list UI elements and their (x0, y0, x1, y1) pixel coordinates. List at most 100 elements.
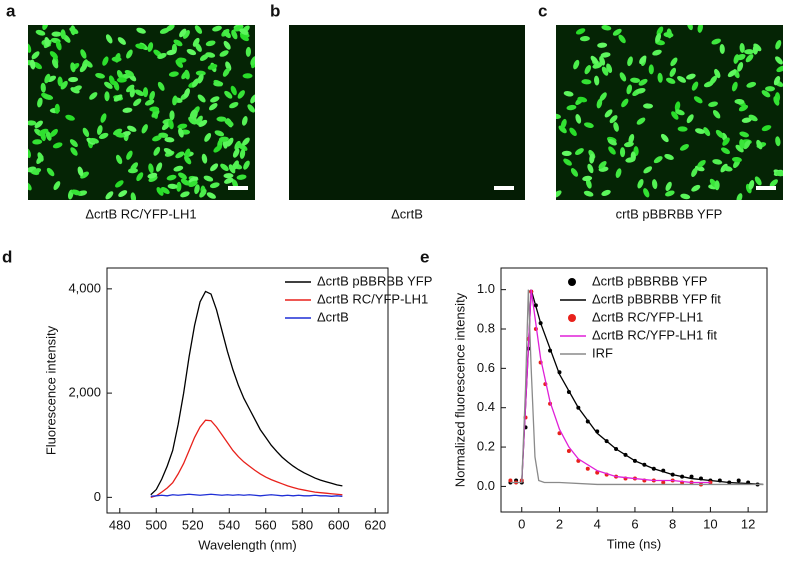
cell (575, 114, 582, 124)
cell (754, 176, 762, 186)
cell (117, 37, 126, 45)
legend-label: IRF (592, 345, 613, 360)
cell (191, 78, 199, 88)
cell (686, 73, 696, 80)
cell (731, 81, 738, 92)
cell (55, 40, 62, 51)
cell (159, 28, 170, 34)
cell (176, 181, 182, 192)
cell (89, 92, 98, 100)
cell (612, 28, 622, 36)
cell (218, 136, 229, 142)
cell (643, 103, 654, 109)
cell (201, 153, 208, 164)
cell (98, 132, 109, 140)
cell (53, 181, 61, 191)
cell (188, 176, 199, 184)
x-axis-label: Time (ns) (607, 536, 661, 551)
cell (173, 165, 184, 172)
cell (148, 163, 154, 174)
legend-label: ΔcrtB RC/YFP-LH1 fit (592, 327, 717, 342)
cell (680, 193, 691, 200)
cell (173, 39, 183, 47)
cell (714, 180, 720, 191)
cell (573, 59, 580, 70)
cell (250, 94, 255, 104)
cell (583, 122, 594, 128)
cell (180, 191, 190, 198)
data-point (585, 466, 590, 471)
cell (35, 29, 46, 36)
cell (776, 65, 783, 73)
x-tick-label: 600 (328, 517, 350, 532)
cell (599, 92, 607, 101)
cell (205, 40, 216, 47)
cell (28, 43, 32, 53)
scale-bar (494, 186, 514, 190)
cell (232, 148, 240, 158)
cell (160, 186, 170, 195)
cell (691, 81, 699, 91)
cell (226, 137, 234, 147)
cell (126, 150, 133, 160)
cell (42, 25, 49, 31)
cell (712, 109, 721, 119)
cell (597, 42, 608, 48)
cell (126, 84, 135, 93)
cell (127, 168, 138, 174)
cell (38, 128, 49, 135)
cell (52, 142, 63, 149)
cell (590, 55, 599, 65)
cell (197, 74, 204, 84)
cell (594, 75, 600, 86)
data-point (508, 478, 513, 483)
cell (224, 119, 234, 127)
legend-marker (568, 278, 576, 286)
cell (570, 168, 579, 177)
cell (242, 73, 253, 79)
cell (596, 98, 603, 109)
x-tick-label: 8 (669, 516, 676, 531)
panel-letter: d (2, 247, 12, 266)
cell (37, 152, 44, 162)
x-tick-label: 6 (631, 516, 638, 531)
cell (709, 75, 718, 85)
y-tick-label: 0.6 (477, 360, 495, 375)
cells (556, 25, 783, 200)
plot-frame (106, 267, 389, 514)
cell (695, 128, 705, 134)
data-line (521, 289, 764, 486)
cell (40, 82, 46, 93)
cell (203, 175, 214, 182)
cell (775, 56, 783, 65)
cell (157, 52, 167, 60)
cell (558, 125, 567, 134)
cell (674, 101, 681, 112)
cell (51, 59, 59, 69)
cell (577, 96, 588, 103)
cell (198, 119, 208, 127)
cell (95, 72, 105, 79)
y-axis-label: Fluorescence intensity (43, 325, 58, 455)
cell (635, 87, 646, 94)
cell (637, 179, 644, 189)
y-tick-label: 0 (94, 489, 101, 504)
y-tick-label: 0.0 (477, 478, 495, 493)
cell (687, 25, 693, 31)
cell (194, 184, 200, 195)
cell (49, 51, 58, 59)
cell (69, 27, 79, 34)
cell (79, 63, 88, 73)
cell (697, 159, 706, 168)
cell (587, 163, 594, 174)
cell (158, 132, 169, 138)
cell (184, 69, 190, 80)
cell (65, 114, 75, 121)
cell (68, 76, 79, 83)
cell (604, 109, 613, 118)
cell (212, 25, 222, 32)
cell (141, 124, 148, 134)
x-tick-label: 480 (109, 517, 131, 532)
cell (561, 150, 572, 156)
cell (615, 168, 622, 178)
